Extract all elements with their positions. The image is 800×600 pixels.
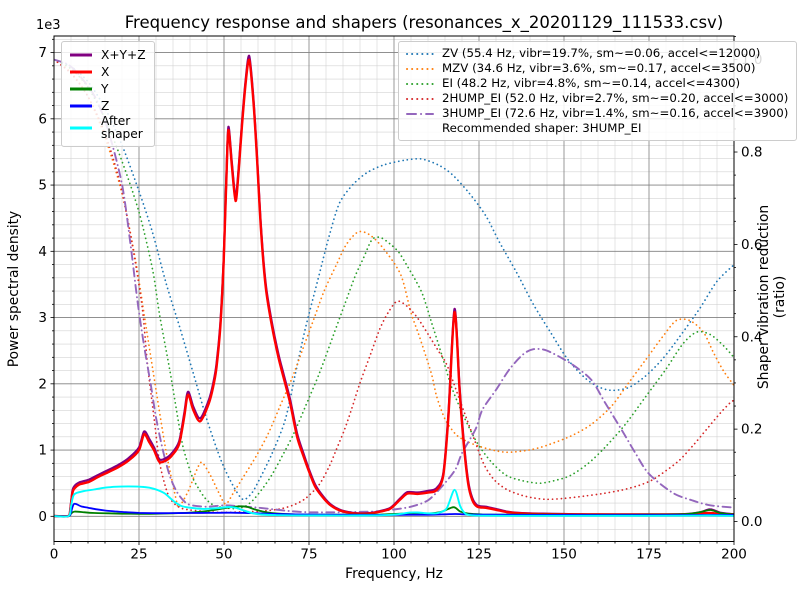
legend-label: EI (48.2 Hz, vibr=4.8%, sm~=0.14, accel<… xyxy=(442,76,741,91)
legend-footer-spacer xyxy=(405,128,435,129)
series-x xyxy=(54,58,734,518)
tick-label: 0.0 xyxy=(741,514,762,530)
legend-label: Recommended shaper: 3HUMP_EI xyxy=(442,121,642,136)
tick-label: 150 xyxy=(551,547,577,563)
legend-swatch-mzv xyxy=(406,67,434,70)
tick-label: 0.4 xyxy=(741,329,762,345)
tick-label: 7 xyxy=(38,45,47,61)
tick-label: 25 xyxy=(130,547,147,563)
legend-item-mzv: MZV (34.6 Hz, vibr=3.6%, sm~=0.17, accel… xyxy=(405,61,788,76)
y-axis-left-label: Power spectral density xyxy=(6,210,22,368)
legend-label: 2HUMP_EI (52.0 Hz, vibr=2.7%, sm~=0.20, … xyxy=(442,91,789,106)
legend-swatch-z xyxy=(70,104,92,108)
legend-label: MZV (34.6 Hz, vibr=3.6%, sm~=0.17, accel… xyxy=(442,61,756,76)
legend-item-after: After shaper xyxy=(68,115,146,141)
legend-swatch-x xyxy=(70,70,92,74)
legend-label: Z xyxy=(101,98,110,113)
legend-item-hump3: 3HUMP_EI (72.6 Hz, vibr=1.4%, sm~=0.16, … xyxy=(405,106,788,121)
legend-label: Y xyxy=(101,81,109,96)
legend-label: X+Y+Z xyxy=(101,47,146,62)
legend-item-hump2: 2HUMP_EI (52.0 Hz, vibr=2.7%, sm~=0.20, … xyxy=(405,91,788,106)
legend-label: ZV (55.4 Hz, vibr=19.7%, sm~=0.06, accel… xyxy=(442,46,761,61)
legend-swatch-sum xyxy=(70,53,92,57)
legend-swatch-after xyxy=(70,126,92,130)
legend-swatch-hump2 xyxy=(406,97,434,100)
tick-label: 0.2 xyxy=(741,422,762,438)
tick-label: 4 xyxy=(38,244,47,260)
tick-label: 2 xyxy=(38,376,47,392)
series-ei xyxy=(54,58,734,510)
legend-swatch-zv xyxy=(406,52,434,55)
legend-item-z: Z xyxy=(68,98,146,114)
legend-swatch-hump3 xyxy=(406,112,434,115)
series-hump2 xyxy=(54,58,734,514)
legend-label: X xyxy=(101,64,110,79)
plot-title: Frequency response and shapers (resonanc… xyxy=(124,13,724,32)
legend-item-y: Y xyxy=(68,81,146,97)
legend-label: After shaper xyxy=(101,114,143,141)
y-axis-offset-label: 1e3 xyxy=(36,18,61,33)
tick-label: 1 xyxy=(38,443,47,459)
tick-label: 0 xyxy=(38,509,47,525)
legend-item-sum: X+Y+Z xyxy=(68,47,146,63)
legend-psd: X+Y+Z X Y Z After shaper xyxy=(61,41,155,147)
series-zv xyxy=(54,58,734,501)
tick-label: 0.8 xyxy=(741,145,762,161)
legend-swatch-ei xyxy=(406,82,434,85)
legend-item-footer: Recommended shaper: 3HUMP_EI xyxy=(405,121,788,136)
tick-label: 3 xyxy=(38,310,47,326)
tick-label: 75 xyxy=(300,547,317,563)
tick-label: 50 xyxy=(215,547,232,563)
tick-label: 0 xyxy=(50,547,59,563)
tick-label: 5 xyxy=(38,178,47,194)
tick-label: 175 xyxy=(636,547,662,563)
tick-label: 100 xyxy=(381,547,407,563)
legend-shapers: ZV (55.4 Hz, vibr=19.7%, sm~=0.06, accel… xyxy=(398,41,798,141)
tick-label: 6 xyxy=(38,111,47,127)
tick-label: 200 xyxy=(721,547,747,563)
legend-item-ei: EI (48.2 Hz, vibr=4.8%, sm~=0.14, accel<… xyxy=(405,76,788,91)
legend-item-zv: ZV (55.4 Hz, vibr=19.7%, sm~=0.06, accel… xyxy=(405,46,788,61)
legend-swatch-y xyxy=(70,87,92,91)
legend-label: 3HUMP_EI (72.6 Hz, vibr=1.4%, sm~=0.16, … xyxy=(442,106,789,121)
series-after xyxy=(54,485,734,518)
tick-label: 0.6 xyxy=(741,237,762,253)
series-mzv xyxy=(54,58,734,509)
tick-label: 125 xyxy=(466,547,492,563)
legend-item-x: X xyxy=(68,64,146,80)
x-axis-label: Frequency, Hz xyxy=(345,566,443,582)
y-axis-right-label: Shaper vibration reduction (ratio) xyxy=(756,204,788,390)
